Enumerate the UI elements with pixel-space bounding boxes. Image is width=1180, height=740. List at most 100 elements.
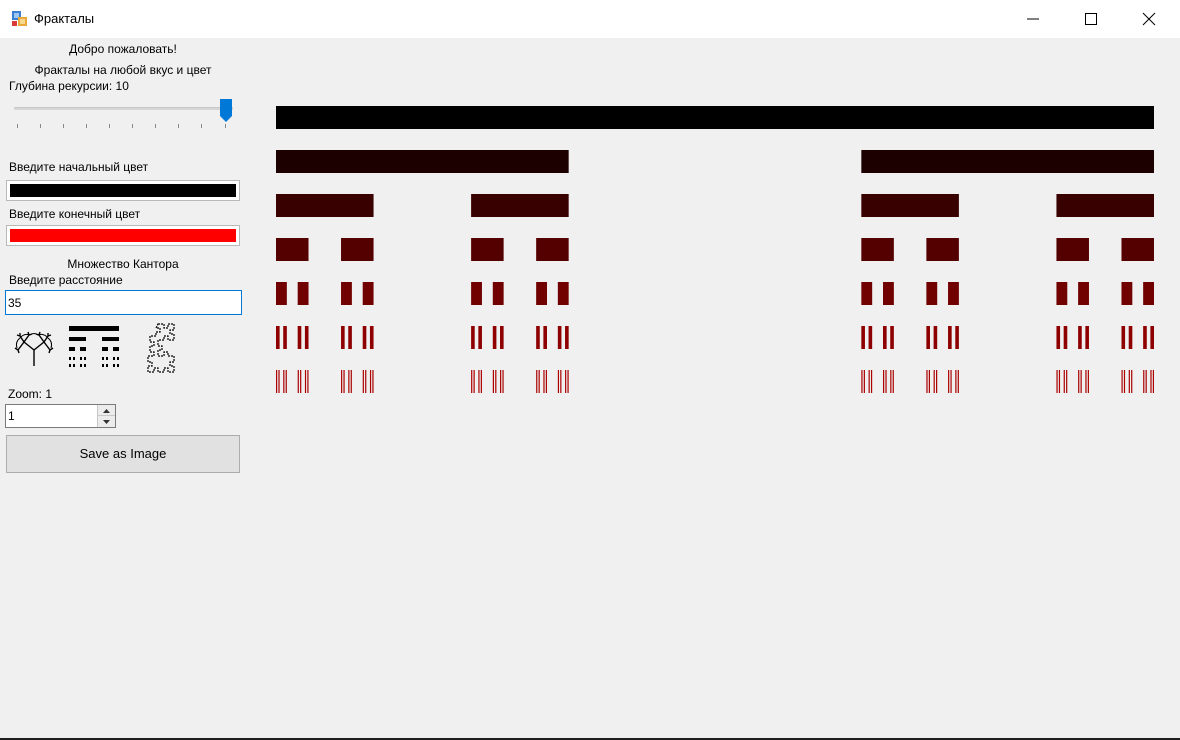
- cantor-segment: [341, 238, 374, 261]
- cantor-segment: [955, 370, 957, 393]
- cantor-segment: [883, 326, 887, 349]
- cantor-segment: [1121, 238, 1154, 261]
- zoom-input[interactable]: [6, 406, 94, 426]
- slider-tick: [86, 124, 87, 128]
- cantor-segment: [870, 370, 873, 393]
- arrow-up-icon: [103, 409, 110, 413]
- cantor-segment: [1128, 326, 1133, 349]
- cantor-segment: [471, 326, 475, 349]
- minimize-button[interactable]: [1004, 0, 1062, 38]
- slider-thumb[interactable]: [219, 99, 233, 123]
- cantor-segment: [926, 326, 930, 349]
- cantor-segment: [1078, 326, 1082, 349]
- cantor-segment: [369, 326, 374, 349]
- depth-slider[interactable]: [12, 96, 237, 130]
- cantor-segment: [341, 326, 345, 349]
- cantor-segment: [565, 370, 567, 393]
- cantor-segment: [928, 370, 930, 393]
- fractal-canvas: [276, 106, 1154, 393]
- cantor-segment: [863, 370, 865, 393]
- cantor-segment: [1056, 282, 1068, 305]
- cantor-segment: [1131, 370, 1133, 393]
- cantor-segment: [557, 370, 560, 393]
- close-button[interactable]: [1120, 0, 1178, 38]
- cantor-segment: [861, 370, 863, 393]
- cantor-segment: [538, 370, 540, 393]
- cantor-segment: [471, 194, 569, 217]
- cantor-segment: [861, 282, 873, 305]
- cantor-segment: [1080, 370, 1082, 393]
- cantor-segment: [948, 370, 950, 393]
- slider-tick: [63, 124, 64, 128]
- dragon-fractal-button[interactable]: [128, 320, 188, 386]
- cantor-fractal-button[interactable]: [64, 320, 124, 386]
- save-image-button[interactable]: Save as Image: [6, 435, 240, 473]
- cantor-segment: [567, 370, 569, 393]
- cantor-segment: [861, 238, 894, 261]
- cantor-segment: [1128, 370, 1130, 393]
- cantor-segment: [276, 106, 1154, 129]
- zoom-spinner[interactable]: [5, 404, 116, 428]
- cantor-segment: [350, 370, 352, 393]
- cantor-segment: [890, 370, 892, 393]
- slider-track: [14, 107, 233, 110]
- cantor-segment: [957, 370, 959, 393]
- depth-label: Глубина рекурсии: 10: [9, 79, 129, 93]
- cantor-segment: [565, 326, 569, 349]
- slider-tick: [17, 124, 18, 128]
- cantor-segment: [283, 370, 285, 393]
- start-color-picker[interactable]: [6, 180, 240, 201]
- end-color-label: Введите конечный цвет: [9, 207, 141, 221]
- title-bar: Фракталы: [0, 0, 1180, 38]
- cantor-segment: [1085, 326, 1089, 349]
- cantor-segment: [480, 370, 482, 393]
- cantor-segment: [1150, 326, 1154, 349]
- cantor-segment: [890, 326, 894, 349]
- cantor-segment: [883, 370, 885, 393]
- app-icon: [12, 11, 27, 26]
- cantor-segment: [471, 282, 482, 305]
- cantor-segment: [1063, 326, 1068, 349]
- cantor-segment: [926, 238, 959, 261]
- cantor-segment: [1078, 370, 1080, 393]
- distance-input[interactable]: [6, 292, 228, 313]
- cantor-segment: [933, 370, 935, 393]
- cantor-set-icon: [69, 326, 119, 367]
- cantor-segment: [892, 370, 894, 393]
- zoom-down-button[interactable]: [98, 416, 115, 427]
- minimize-icon: [1027, 18, 1039, 20]
- start-color-swatch: [10, 184, 236, 197]
- window-bottom-edge: [0, 738, 1180, 740]
- end-color-picker[interactable]: [6, 225, 240, 246]
- cantor-segment: [500, 326, 504, 349]
- cantor-segment: [1150, 370, 1152, 393]
- slider-tick: [40, 124, 41, 128]
- cantor-segment: [492, 370, 494, 393]
- cantor-segment: [341, 282, 352, 305]
- cantor-segment: [936, 370, 938, 393]
- cantor-segment: [536, 282, 547, 305]
- cantor-segment: [536, 370, 538, 393]
- maximize-button[interactable]: [1062, 0, 1120, 38]
- cantor-segment: [278, 370, 280, 393]
- tree-fractal-button[interactable]: [4, 320, 64, 386]
- cantor-segment: [365, 370, 367, 393]
- cantor-segment: [948, 326, 952, 349]
- cantor-segment: [861, 194, 959, 217]
- welcome-label: Добро пожаловать!: [69, 42, 177, 56]
- zoom-up-button[interactable]: [98, 405, 115, 416]
- slider-tick: [201, 124, 202, 128]
- end-color-swatch: [10, 229, 236, 242]
- cantor-segment: [307, 370, 309, 393]
- distance-input-box[interactable]: [5, 290, 242, 315]
- cantor-segment: [283, 326, 287, 349]
- cantor-segment: [861, 326, 865, 349]
- cantor-segment: [557, 282, 569, 305]
- cantor-segment: [1056, 238, 1089, 261]
- cantor-segment: [868, 370, 870, 393]
- cantor-segment: [1145, 370, 1147, 393]
- cantor-segment: [500, 370, 502, 393]
- dragon-curve-icon: [147, 323, 175, 373]
- cantor-segment: [343, 370, 345, 393]
- cantor-segment: [276, 370, 278, 393]
